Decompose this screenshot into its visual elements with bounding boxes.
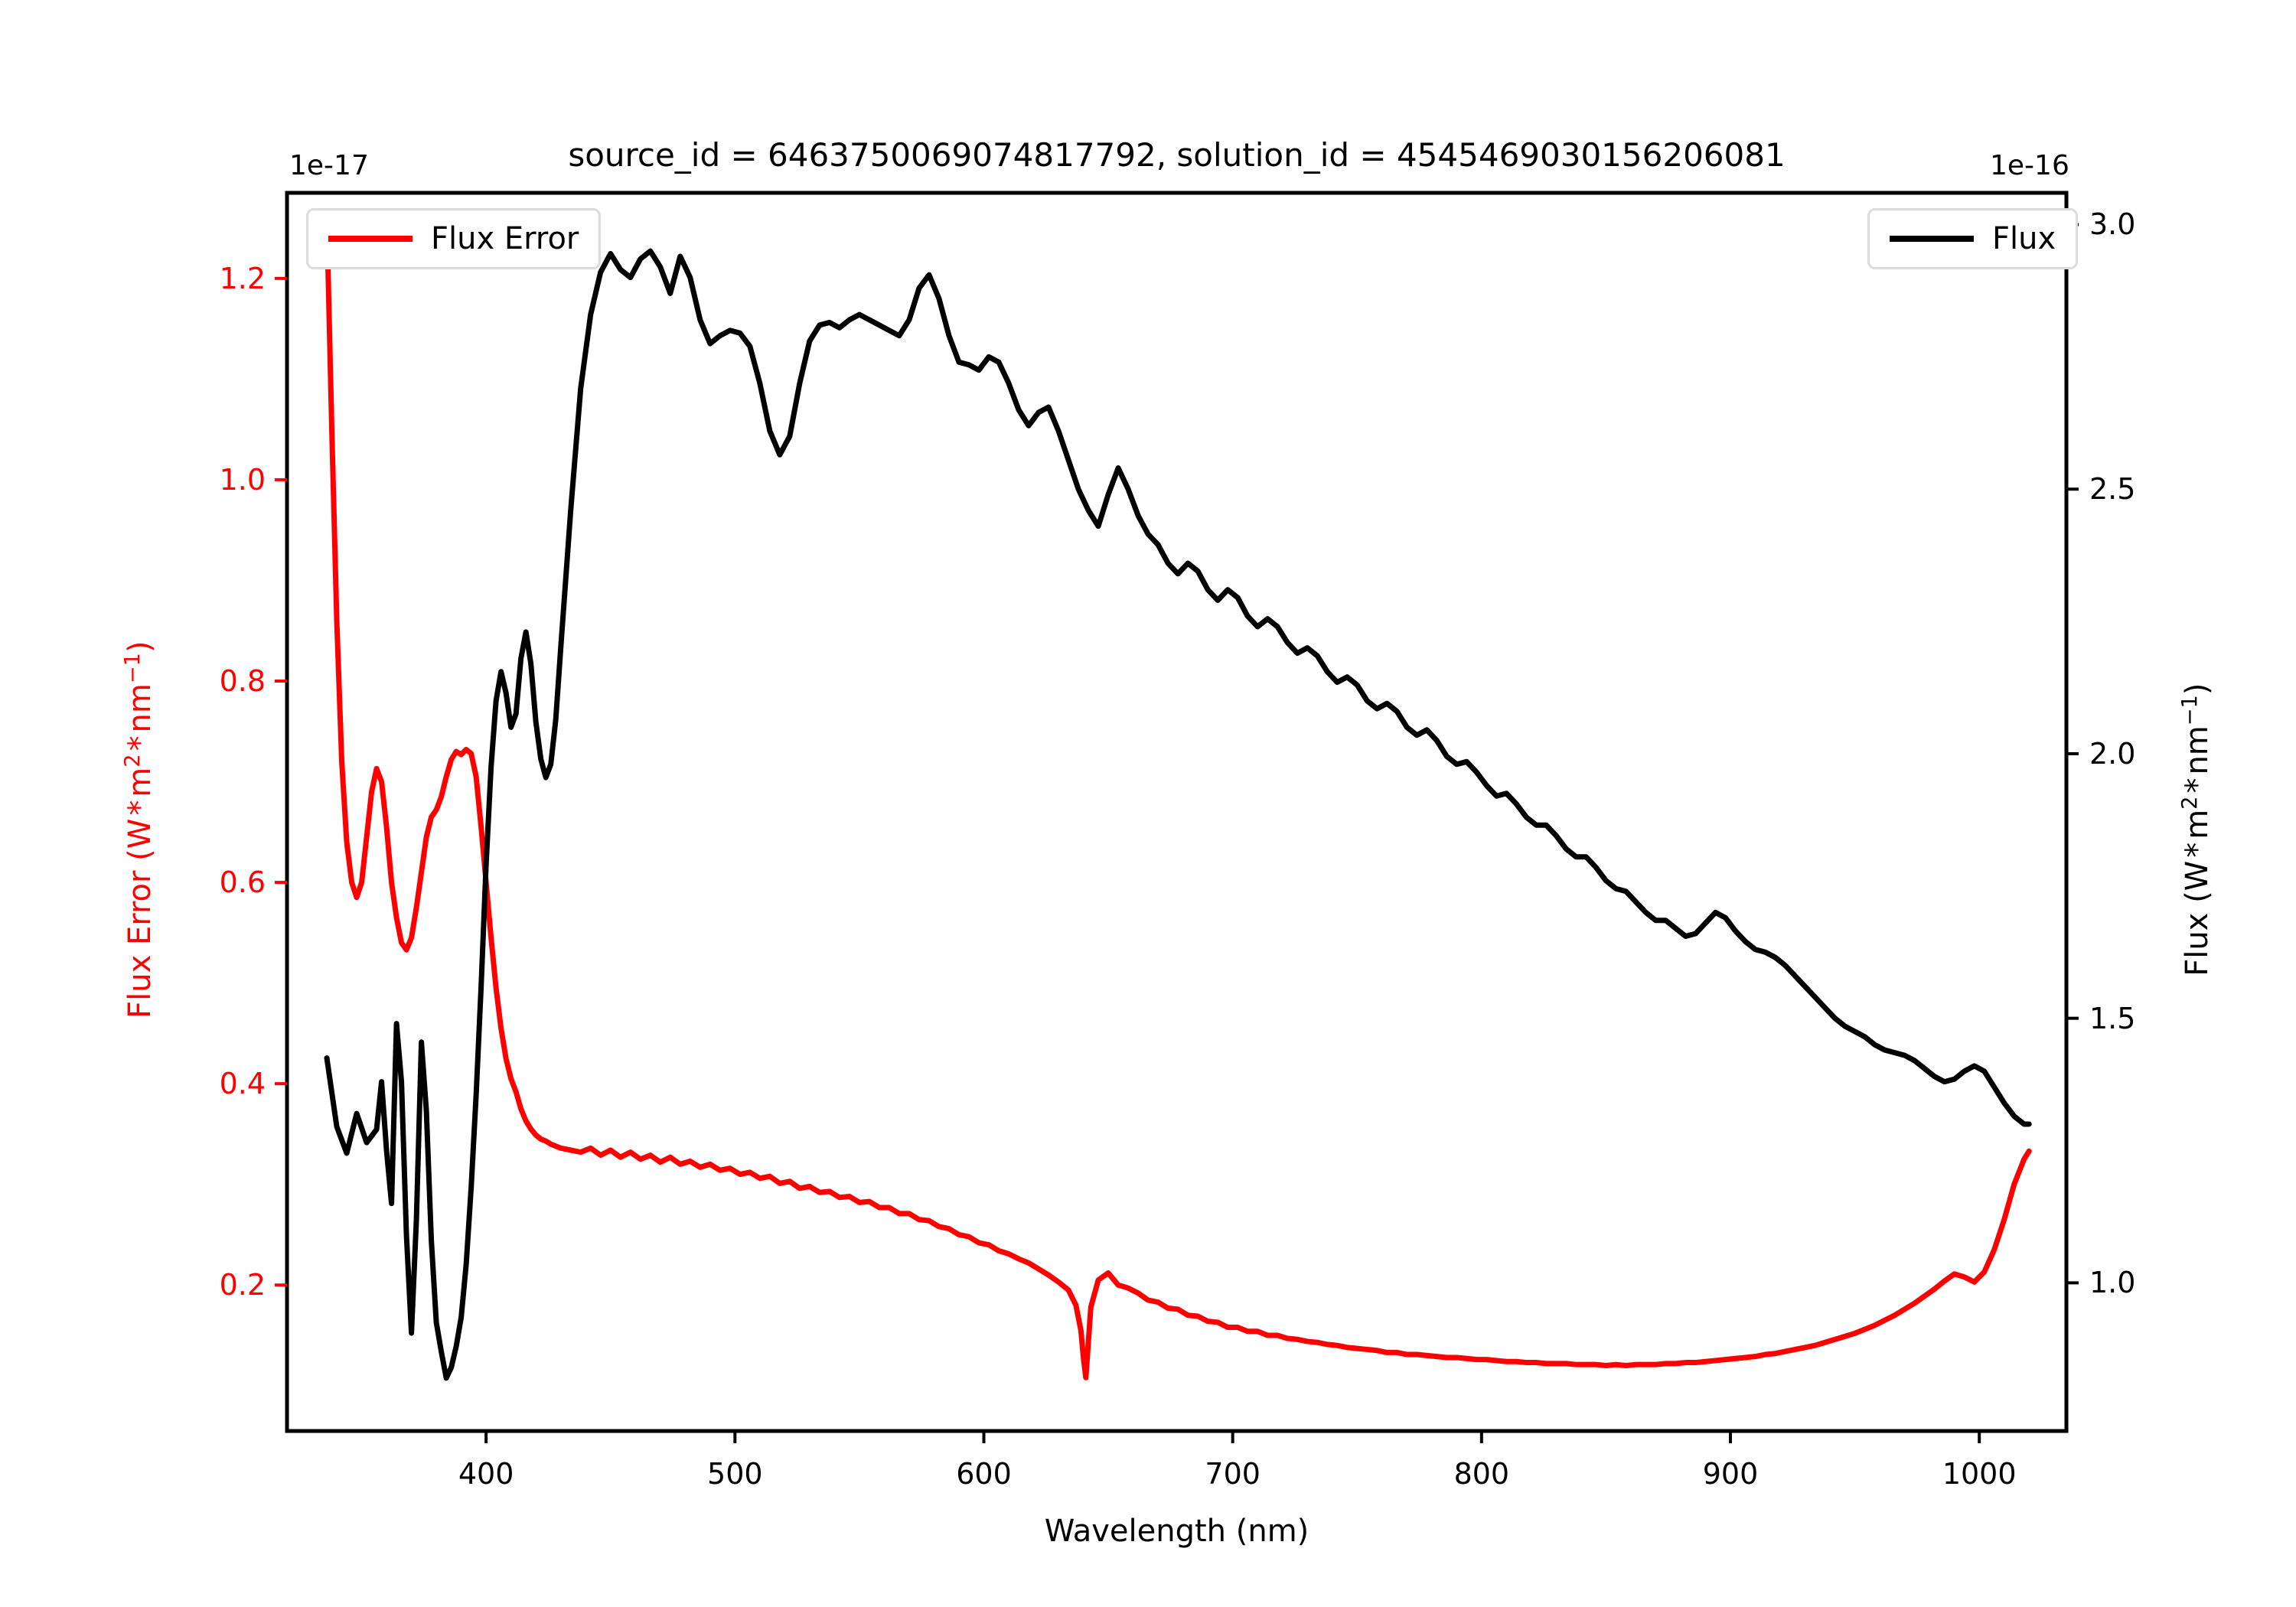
y-right-tick-label-3.0: 3.0 xyxy=(2089,207,2136,242)
y-left-tick-label-0.6: 0.6 xyxy=(219,865,266,900)
y-right-tick-label-2.5: 2.5 xyxy=(2089,472,2136,507)
y-left-tick-label-0.2: 0.2 xyxy=(219,1268,266,1302)
legend-swatch-flux xyxy=(1890,236,1974,242)
legend-flux[interactable]: Flux xyxy=(1867,208,2079,269)
y-left-tick-label-0.8: 0.8 xyxy=(219,663,266,698)
left-axis-offset-label: 1e-17 xyxy=(289,150,369,181)
series-line-flux-error xyxy=(324,215,2032,1380)
legend-label-flux-error: Flux Error xyxy=(431,221,579,256)
y-right-tick-label-2.0: 2.0 xyxy=(2089,736,2136,771)
y-left-tick-label-1.2: 1.2 xyxy=(219,261,266,295)
legend-swatch-flux-error xyxy=(328,236,413,242)
y-left-tick-label-1.0: 1.0 xyxy=(219,462,266,497)
plot-frame xyxy=(285,191,2069,1433)
x-tick-label-400: 400 xyxy=(458,1457,514,1491)
x-tick-label-500: 500 xyxy=(707,1457,763,1491)
y-right-tick-label-1.0: 1.0 xyxy=(2089,1266,2136,1300)
legend-flux-error[interactable]: Flux Error xyxy=(306,208,602,269)
x-tick-label-1000: 1000 xyxy=(1942,1457,2017,1491)
y-left-tick-label-0.4: 0.4 xyxy=(219,1067,266,1101)
x-tick-label-700: 700 xyxy=(1205,1457,1261,1491)
page-title: source_id = 6463750069074817792, solutio… xyxy=(568,136,1786,174)
x-axis-title: Wavelength (nm) xyxy=(1044,1514,1309,1549)
x-tick-label-600: 600 xyxy=(956,1457,1012,1491)
right-axis-offset-label: 1e-16 xyxy=(1990,150,2069,181)
legend-label-flux: Flux xyxy=(1992,221,2056,256)
x-tick-label-800: 800 xyxy=(1453,1457,1510,1491)
y-right-tick-label-1.5: 1.5 xyxy=(2089,1001,2136,1035)
x-tick-label-900: 900 xyxy=(1702,1457,1759,1491)
series-line-flux xyxy=(324,248,2032,1381)
